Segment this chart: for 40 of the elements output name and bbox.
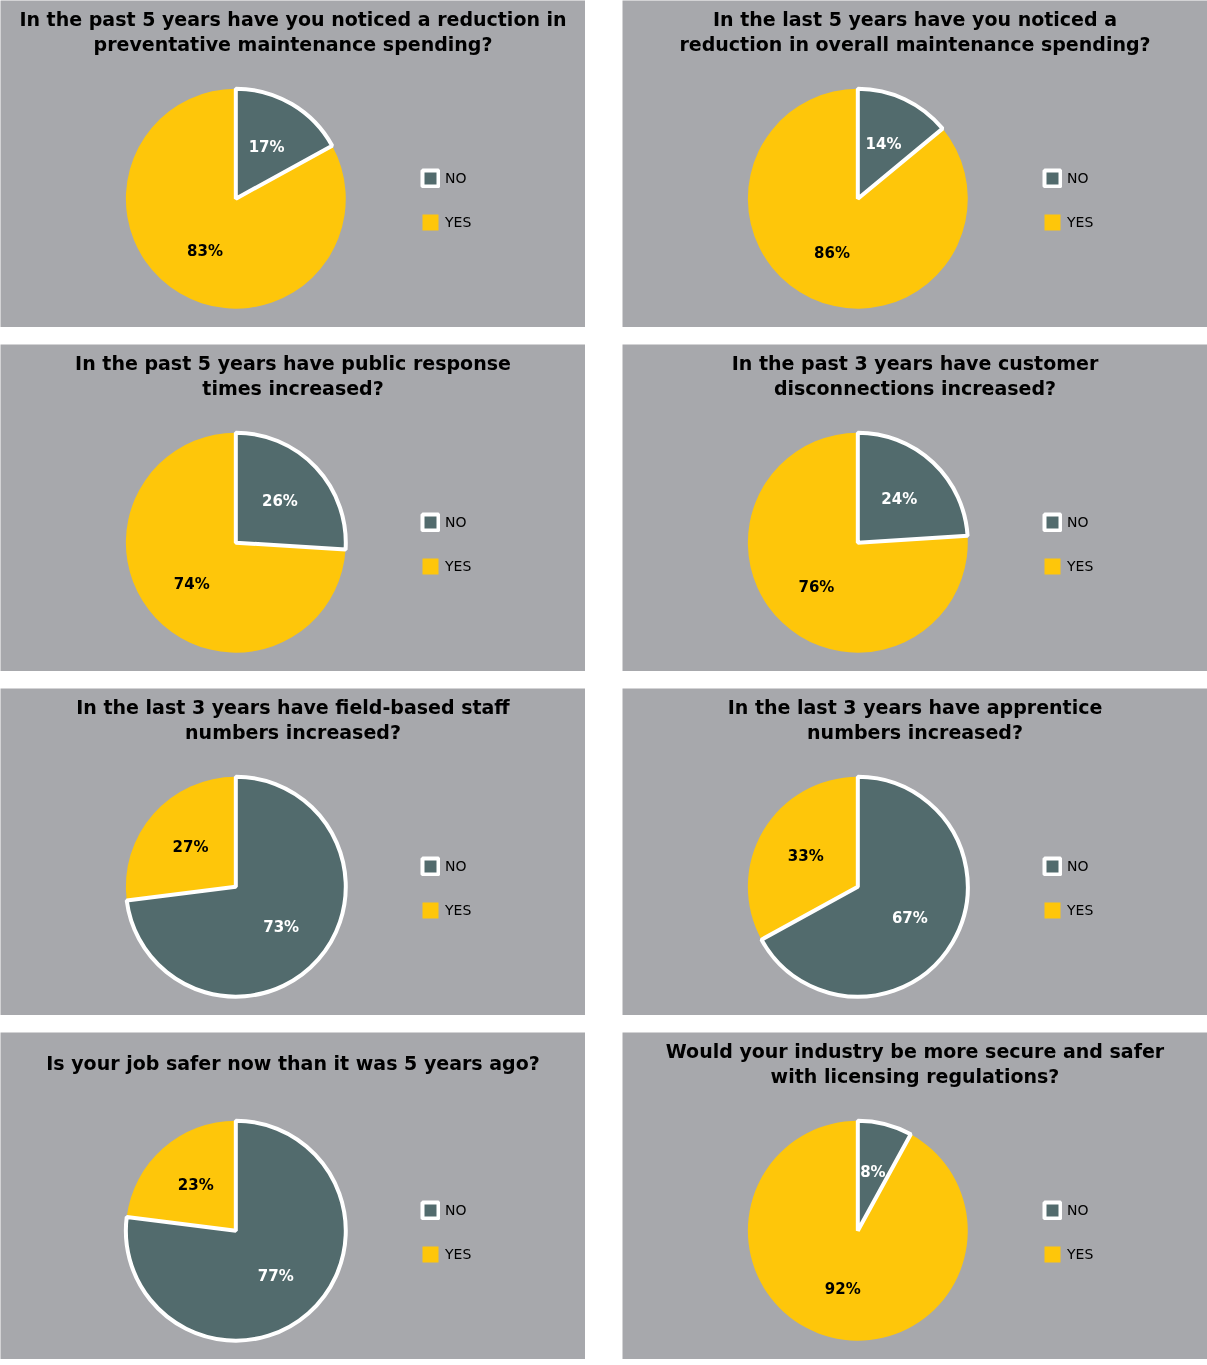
data-label: 74% xyxy=(173,575,210,594)
chart-title: In the past 5 years have you noticed a reduction in preventative maintenance spending? xyxy=(19,7,567,55)
data-label: 23% xyxy=(177,1176,214,1195)
data-label: 27% xyxy=(172,837,209,856)
legend-label: YES xyxy=(1067,1246,1094,1262)
legend-label: NO xyxy=(445,1202,467,1218)
data-label: 73% xyxy=(263,917,300,936)
legend-label: YES xyxy=(1067,558,1094,574)
legend-label: YES xyxy=(445,902,472,918)
chart-title: In the past 3 years have customer disconnections increased? xyxy=(731,351,1099,399)
chart-title: In the past 5 years have public response times increased? xyxy=(75,351,511,399)
legend-label: NO xyxy=(1067,170,1089,186)
legend-label: NO xyxy=(1067,514,1089,530)
legend-label: YES xyxy=(445,214,472,230)
data-label: 33% xyxy=(787,846,824,865)
legend-label: NO xyxy=(1067,1202,1089,1218)
data-label: 26% xyxy=(261,492,298,511)
data-label: 24% xyxy=(881,489,918,508)
data-label: 77% xyxy=(257,1267,294,1286)
legend-label: NO xyxy=(445,514,467,530)
data-label: 83% xyxy=(187,241,223,260)
chart-title: Is your job safer now than it was 5 years ago? xyxy=(46,1052,540,1075)
data-label: 14% xyxy=(865,134,902,153)
data-label: 76% xyxy=(798,577,835,596)
legend-label: YES xyxy=(1067,214,1094,230)
data-label: 17% xyxy=(248,137,285,156)
legend-label: NO xyxy=(445,858,467,874)
legend-label: YES xyxy=(445,558,472,574)
chart-title: In the last 5 years have you noticed a reduction in overall maintenance spending? xyxy=(679,7,1151,55)
data-label: 92% xyxy=(824,1280,861,1299)
chart-title: In the last 3 years have field-based staff numbers increased? xyxy=(76,695,511,743)
chart-title: Would your industry be more secure and safer with licensing regulations? xyxy=(665,1039,1165,1087)
chart-title: In the last 3 years have apprentice numbers increased? xyxy=(727,695,1103,743)
legend-label: NO xyxy=(1067,858,1089,874)
data-label: 8% xyxy=(860,1163,886,1182)
data-label: 86% xyxy=(814,244,851,263)
data-label: 67% xyxy=(891,908,928,927)
legend-label: NO xyxy=(445,170,467,186)
legend-label: YES xyxy=(1067,902,1094,918)
legend-label: YES xyxy=(445,1246,472,1262)
